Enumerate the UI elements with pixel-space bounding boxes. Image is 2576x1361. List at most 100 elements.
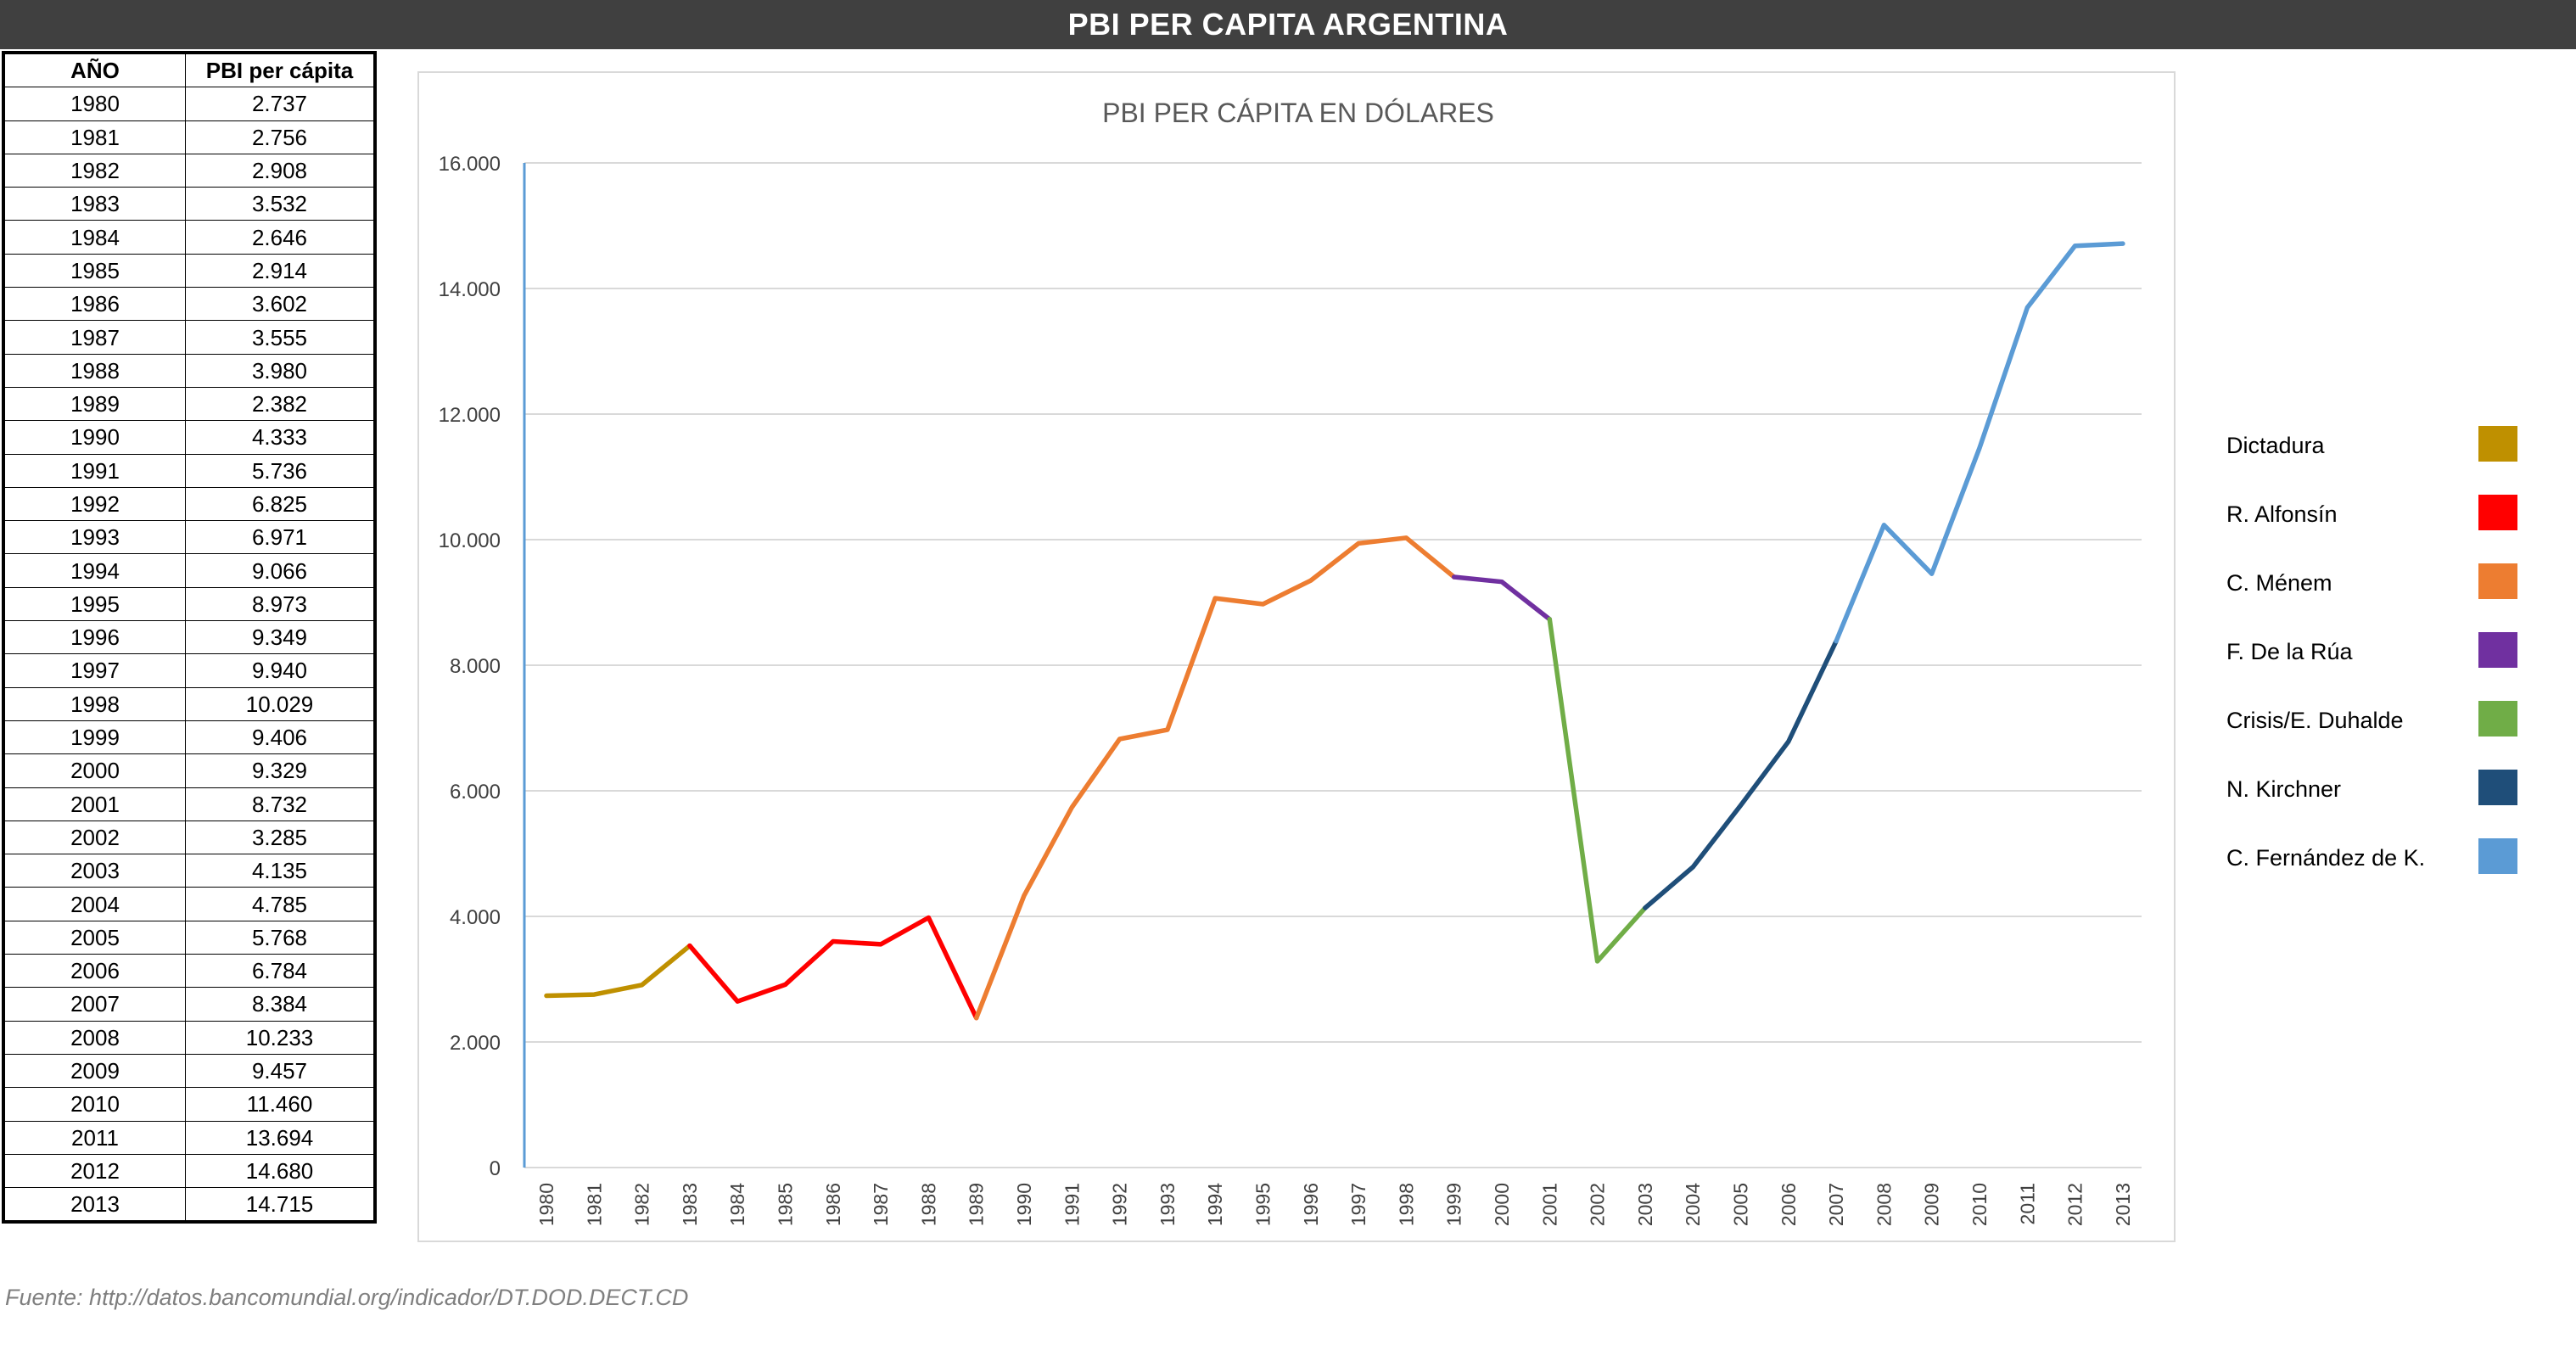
table-row: 1992 6.825 <box>3 486 376 522</box>
table-row: 1987 3.555 <box>3 320 376 355</box>
y-tick-label: 16.000 <box>439 153 501 176</box>
gdp-line-chart: PBI PER CÁPITA EN DÓLARES 0 2.000 4.000 6.0… <box>439 98 2517 1226</box>
data-table: AÑO PBI per cápita 1980 2.737 1981 2.756 198… <box>2 51 377 1224</box>
x-tick-label: 1982 <box>631 1183 653 1226</box>
x-tick-label: 1984 <box>726 1183 748 1226</box>
x-tick-label: 1995 <box>1252 1183 1274 1226</box>
column-header-gdp: PBI per cápita <box>185 52 376 88</box>
x-tick-label: 2011 <box>2016 1183 2038 1224</box>
x-tick-label: 2002 <box>1587 1183 1609 1226</box>
table-body: 1980 2.737 1981 2.756 1982 2.908 1983 3.532 1984… <box>3 87 376 1223</box>
x-tick-label: 1994 <box>1204 1183 1226 1226</box>
table-cell-year: 2008 <box>3 1020 186 1055</box>
table-cell-gdp: 5.736 <box>185 453 376 488</box>
table-cell-gdp: 8.732 <box>185 787 376 821</box>
table-cell-gdp: 2.646 <box>185 220 376 255</box>
x-tick-label: 2010 <box>1968 1183 1991 1226</box>
table-cell-year: 2013 <box>3 1187 186 1223</box>
x-tick-label: 2012 <box>2064 1183 2086 1226</box>
table-row: 1980 2.737 <box>3 87 376 121</box>
table-row: 2005 5.768 <box>3 920 376 955</box>
table-cell-gdp: 14.680 <box>185 1153 376 1189</box>
table-row: 1989 2.382 <box>3 386 376 422</box>
table-cell-year: 1998 <box>3 686 186 721</box>
table-cell-gdp: 2.908 <box>185 153 376 188</box>
x-tick-label: 2000 <box>1491 1183 1513 1226</box>
legend-swatch <box>2478 701 2517 737</box>
legend-label: Crisis/E. Duhalde <box>2226 708 2404 733</box>
table-cell-year: 1990 <box>3 420 186 455</box>
table-cell-gdp: 3.555 <box>185 320 376 355</box>
table-row: 2007 8.384 <box>3 987 376 1022</box>
legend-swatch <box>2478 563 2517 599</box>
table-cell-gdp: 9.457 <box>185 1053 376 1089</box>
table-row: 1999 9.406 <box>3 720 376 755</box>
table-cell-year: 1988 <box>3 353 186 388</box>
table-cell-year: 1995 <box>3 586 186 622</box>
table-row: 2001 8.732 <box>3 787 376 821</box>
x-tick-label: 2003 <box>1634 1183 1656 1226</box>
legend-label: C. Fernández de K. <box>2226 845 2425 871</box>
table-row: 1984 2.646 <box>3 220 376 255</box>
table-cell-year: 2004 <box>3 887 186 921</box>
x-tick-label: 2006 <box>1778 1183 1800 1226</box>
grid-lines <box>523 162 2142 1168</box>
table-cell-gdp: 11.460 <box>185 1087 376 1122</box>
series-line <box>1547 617 1648 964</box>
table-cell-year: 1981 <box>3 120 186 154</box>
table-row: 1993 6.971 <box>3 520 376 555</box>
y-tick-label: 14.000 <box>439 278 501 301</box>
y-tick-label: 8.000 <box>450 655 501 678</box>
table-cell-year: 1984 <box>3 220 186 255</box>
x-tick-label: 1983 <box>679 1183 701 1226</box>
table-cell-gdp: 4.785 <box>185 887 376 921</box>
table-cell-gdp: 5.768 <box>185 920 376 955</box>
series-line <box>1834 241 2125 644</box>
table-cell-year: 2012 <box>3 1153 186 1189</box>
legend-label: Dictadura <box>2226 433 2326 458</box>
legend-label: R. Alfonsín <box>2226 501 2338 527</box>
table-cell-year: 1982 <box>3 153 186 188</box>
table-cell-year: 1996 <box>3 620 186 655</box>
table-cell-gdp: 2.737 <box>185 87 376 121</box>
x-tick-label: 2009 <box>1921 1183 1943 1226</box>
table-cell-year: 2007 <box>3 987 186 1022</box>
x-tick-label: 2007 <box>1825 1183 1847 1226</box>
table-cell-year: 2009 <box>3 1053 186 1089</box>
table-row: 2010 11.460 <box>3 1087 376 1122</box>
table-cell-year: 2001 <box>3 787 186 821</box>
table-cell-gdp: 8.973 <box>185 586 376 622</box>
table-row: 2006 6.784 <box>3 954 376 989</box>
table-row: 2003 4.135 <box>3 854 376 888</box>
table-row: 1994 9.066 <box>3 553 376 588</box>
table-cell-gdp: 14.715 <box>185 1187 376 1223</box>
legend-swatch <box>2478 632 2517 668</box>
x-tick-label: 1987 <box>870 1183 892 1226</box>
table-cell-gdp: 9.406 <box>185 720 376 755</box>
x-tick-label: 1993 <box>1156 1183 1179 1226</box>
x-tick-label: 1992 <box>1109 1183 1131 1226</box>
table-cell-gdp: 3.602 <box>185 287 376 322</box>
table-cell-year: 2000 <box>3 753 186 788</box>
legend-label: C. Ménem <box>2226 570 2332 596</box>
table-row: 2009 9.457 <box>3 1053 376 1089</box>
table-cell-gdp: 8.384 <box>185 987 376 1022</box>
table-cell-gdp: 9.066 <box>185 553 376 588</box>
legend-swatch <box>2478 495 2517 530</box>
x-tick-label: 2008 <box>1873 1183 1895 1226</box>
x-tick-label: 1997 <box>1347 1183 1369 1226</box>
x-tick-label: 1991 <box>1061 1183 1083 1226</box>
series-line <box>687 915 979 1021</box>
table-cell-year: 1992 <box>3 486 186 522</box>
table-row: 1995 8.973 <box>3 586 376 622</box>
table-cell-gdp: 2.382 <box>185 386 376 422</box>
x-tick-label: 2004 <box>1682 1183 1704 1226</box>
table-cell-gdp: 6.784 <box>185 954 376 989</box>
table-cell-year: 1994 <box>3 553 186 588</box>
table-cell-gdp: 3.285 <box>185 820 376 855</box>
series-line <box>544 943 692 999</box>
table-row: 1982 2.908 <box>3 153 376 188</box>
x-tick-label: 1985 <box>775 1183 797 1226</box>
table-cell-year: 2002 <box>3 820 186 855</box>
chart-title: PBI PER CÁPITA EN DÓLARES <box>1102 98 1494 128</box>
